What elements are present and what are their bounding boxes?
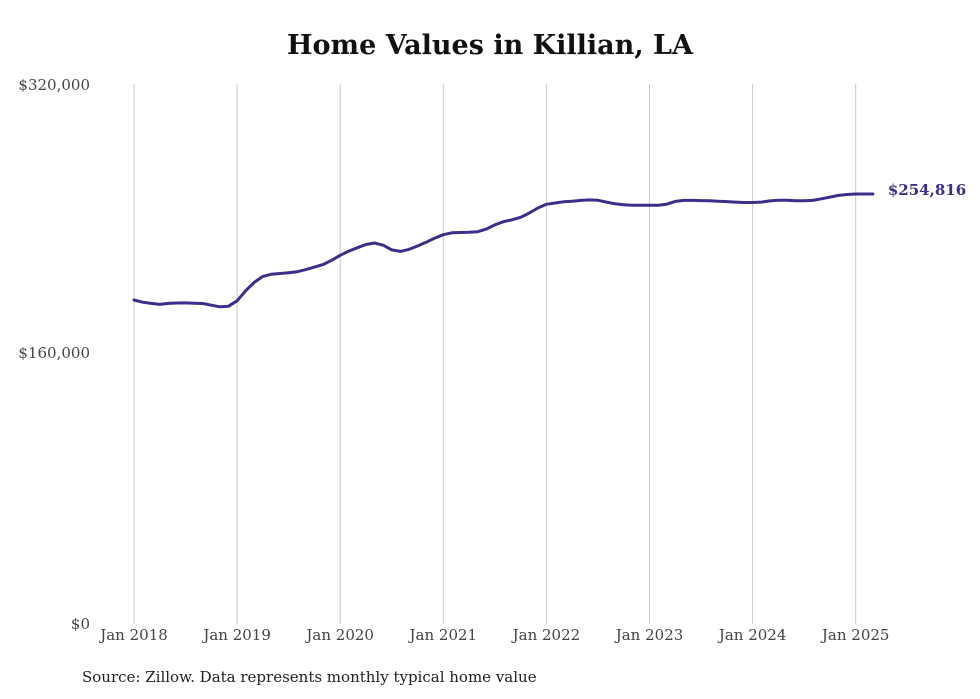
y-tick-label: $320,000 bbox=[18, 76, 90, 94]
home-value-line bbox=[132, 192, 875, 309]
y-tick-label: $160,000 bbox=[18, 344, 90, 362]
source-note: Source: Zillow. Data represents monthly … bbox=[82, 668, 537, 686]
x-tick-label: Jan 2020 bbox=[304, 626, 374, 644]
gridlines bbox=[133, 84, 857, 624]
x-tick-label: Jan 2022 bbox=[511, 626, 581, 644]
y-tick-label: $0 bbox=[71, 615, 90, 633]
y-axis-ticks: $320,000 $160,000 $0 bbox=[18, 76, 90, 633]
x-tick-label: Jan 2023 bbox=[614, 626, 684, 644]
x-tick-label: Jan 2025 bbox=[820, 626, 890, 644]
x-tick-label: Jan 2018 bbox=[98, 626, 168, 644]
x-tick-label: Jan 2024 bbox=[717, 626, 787, 644]
chart-title: Home Values in Killian, LA bbox=[287, 30, 693, 61]
x-axis-ticks: Jan 2018 Jan 2019 Jan 2020 Jan 2021 Jan 2022… bbox=[98, 626, 889, 644]
x-tick-label: Jan 2021 bbox=[408, 626, 478, 644]
x-tick-label: Jan 2019 bbox=[201, 626, 271, 644]
end-value-label: $254,816 bbox=[888, 181, 966, 199]
